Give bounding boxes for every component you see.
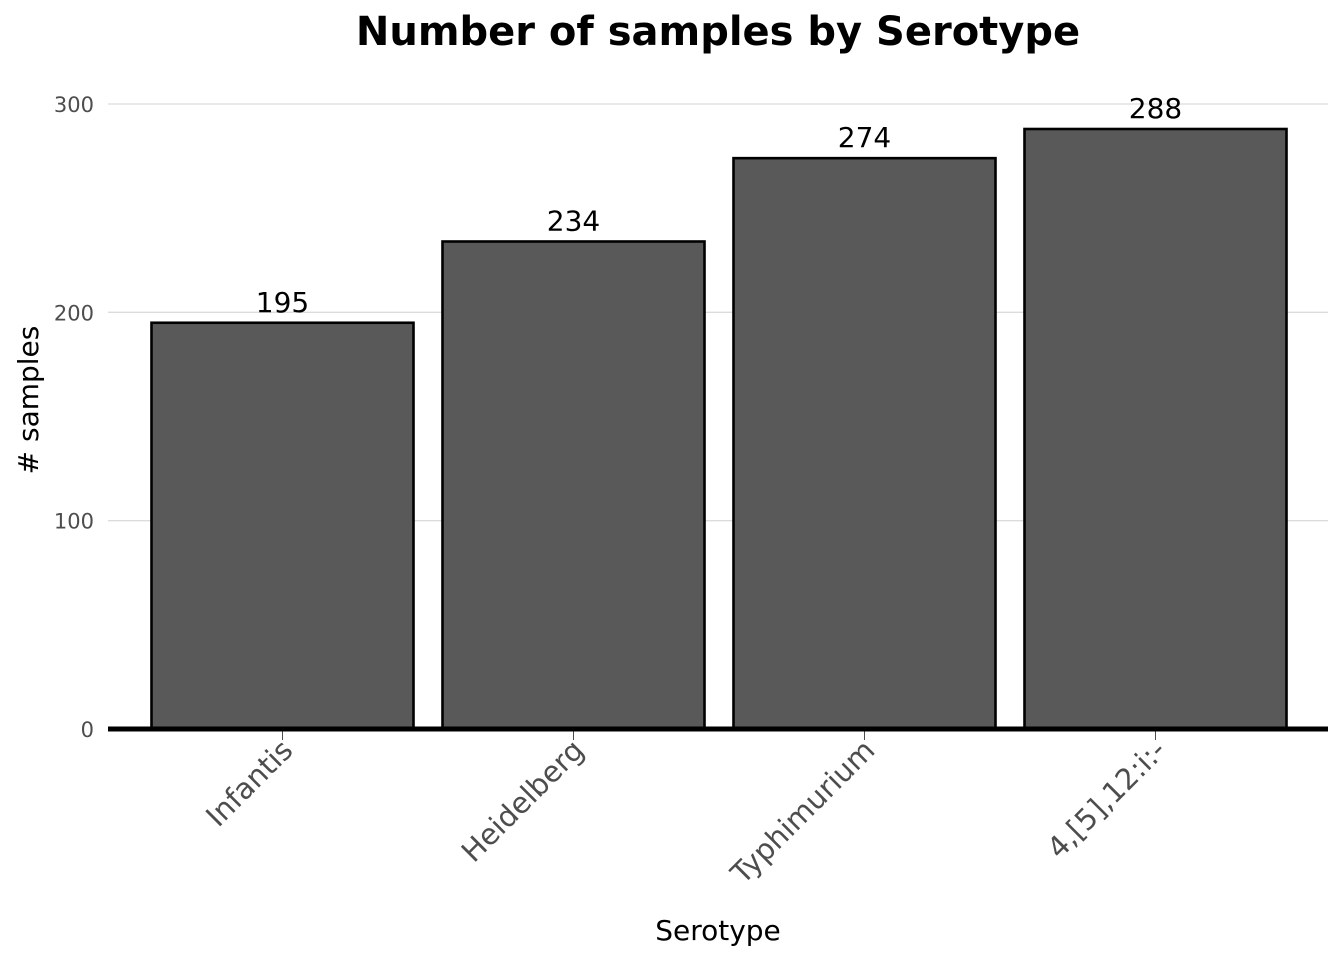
data-labels: 195 234 274 288: [256, 92, 1182, 319]
y-axis-label: # samples: [12, 326, 45, 475]
x-axis-ticks: Infantis Heidelberg Typhimurium 4,[5],12:i:…: [199, 731, 1172, 891]
y-tick-label: 0: [81, 718, 94, 742]
y-tick-label: 300: [54, 93, 94, 117]
bar-value-label: 288: [1129, 92, 1182, 125]
chart-title: Number of samples by Serotype: [356, 9, 1080, 55]
bar-2: [732, 156, 997, 731]
bar-value-label: 195: [256, 286, 309, 319]
y-tick-label: 100: [54, 510, 94, 534]
bar-0: [150, 321, 415, 731]
x-axis-label: Serotype: [655, 914, 781, 947]
x-tick-label: Infantis: [199, 733, 299, 833]
bar-value-label: 274: [838, 121, 891, 154]
x-tick-label: 4,[5],12:i:-: [1040, 733, 1172, 865]
bar-1: [441, 240, 706, 731]
x-tick-label: Heidelberg: [455, 733, 591, 869]
bars: [150, 127, 1288, 731]
bar-3: [1023, 127, 1288, 731]
x-tick-label: Typhimurium: [723, 733, 881, 891]
y-axis-ticks: 0 100 200 300: [54, 93, 94, 742]
bar-value-label: 234: [547, 205, 600, 238]
y-tick-label: 200: [54, 301, 94, 325]
